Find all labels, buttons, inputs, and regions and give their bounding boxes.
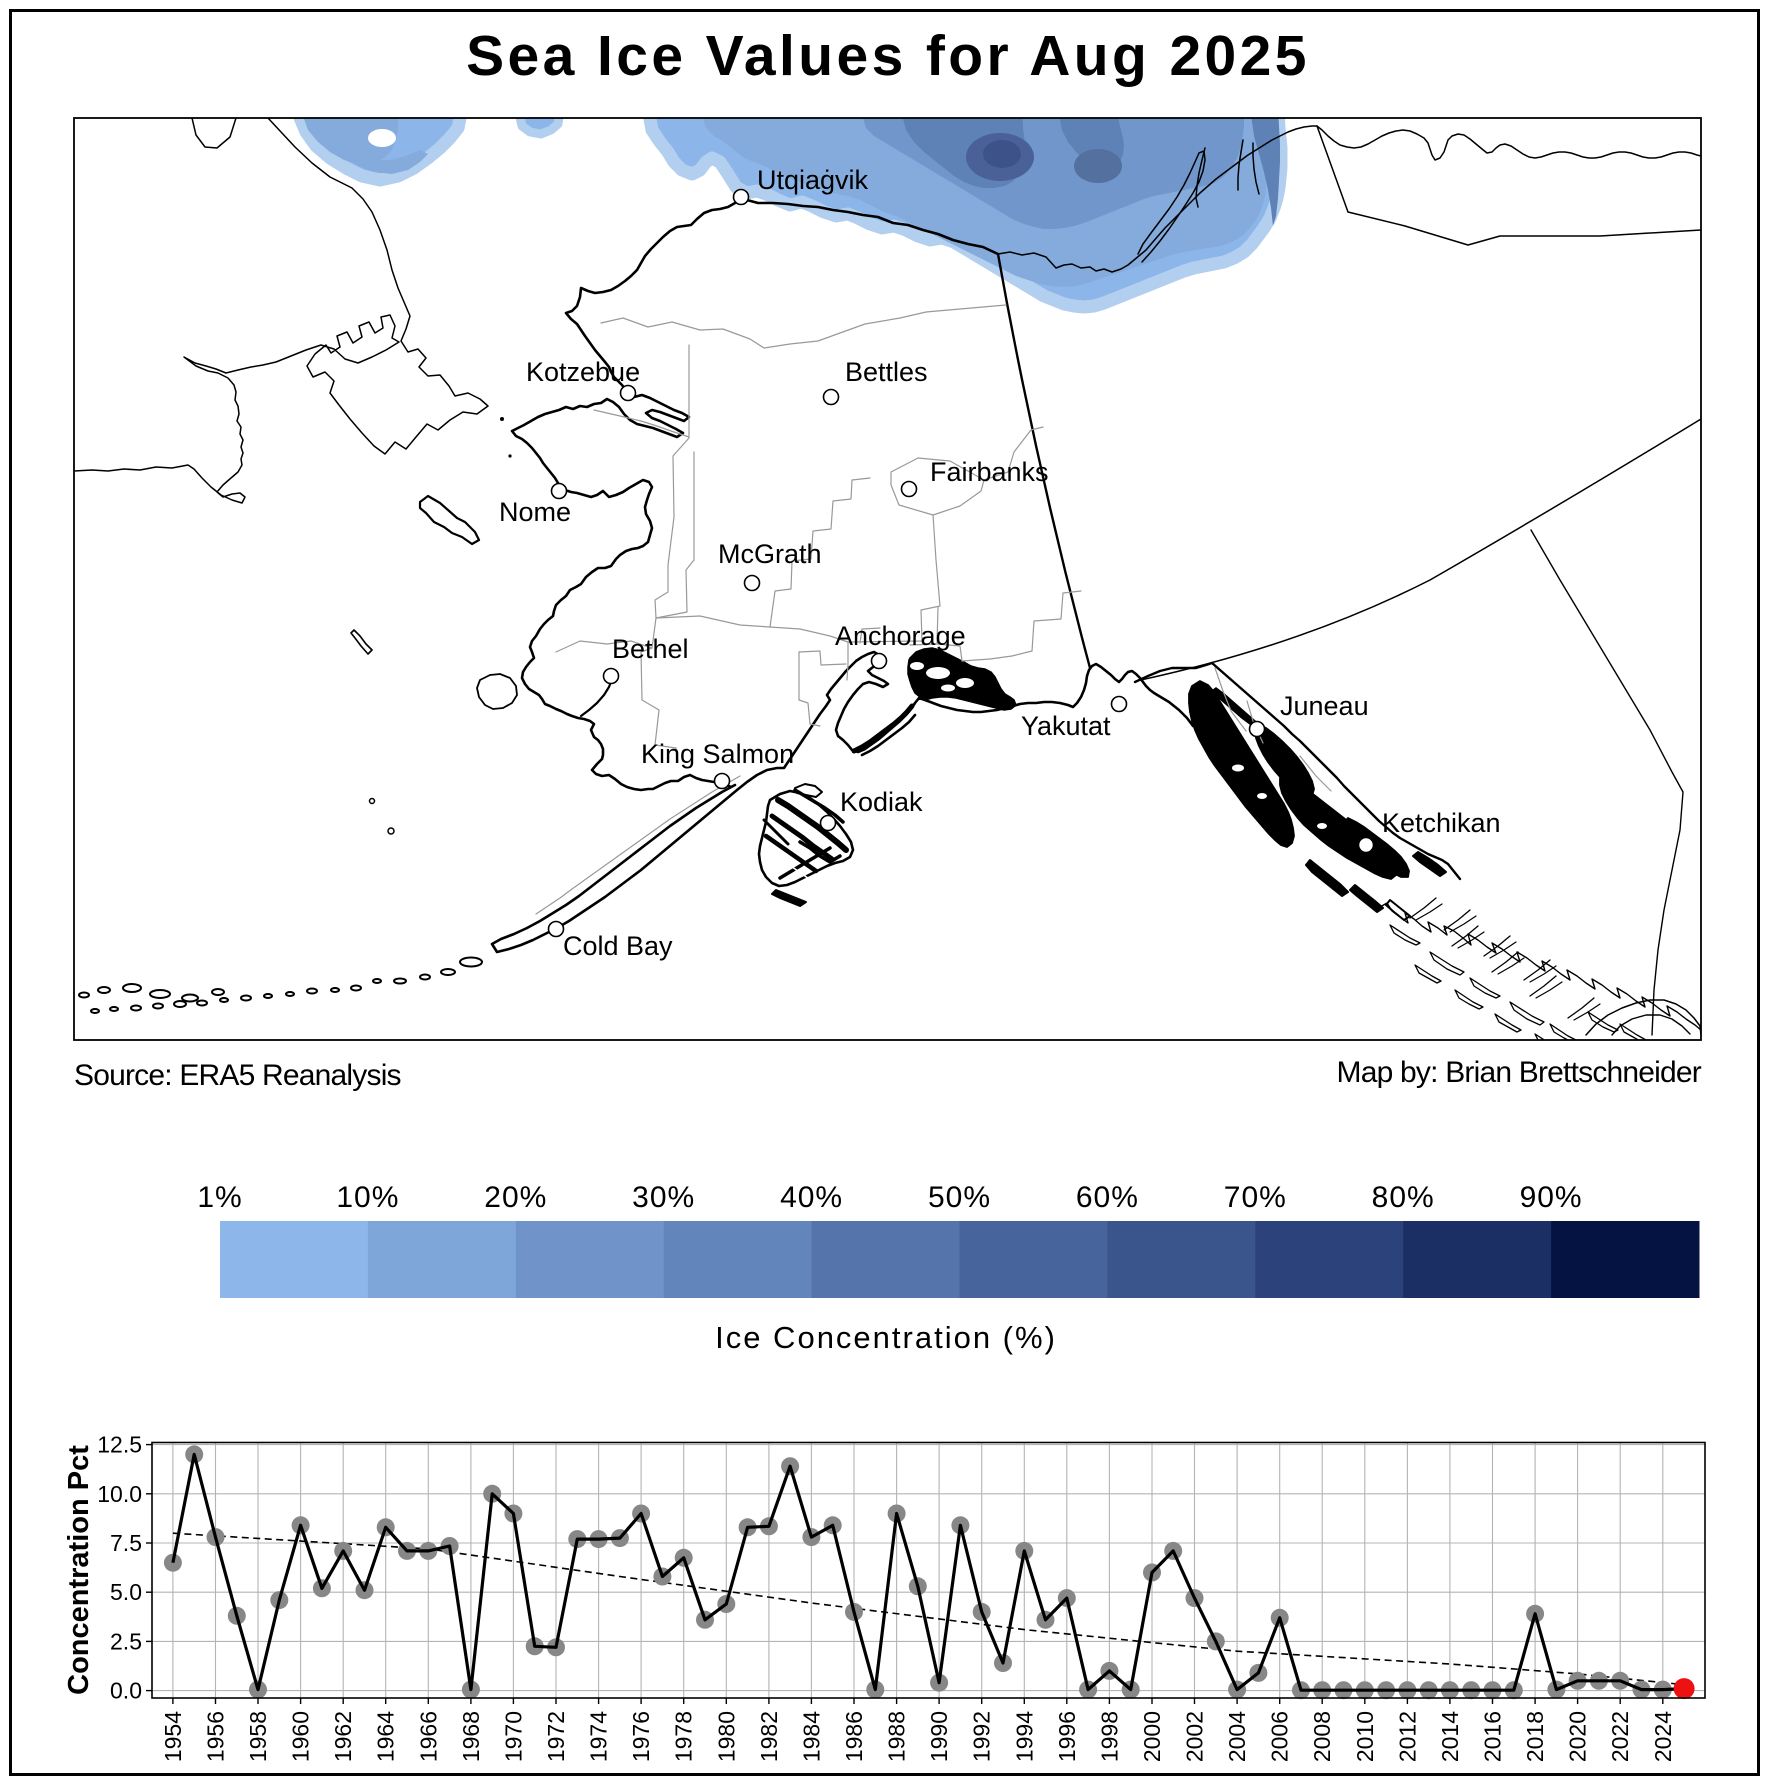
svg-text:2016: 2016 <box>1480 1711 1506 1762</box>
svg-text:1990: 1990 <box>926 1711 952 1762</box>
svg-text:1970: 1970 <box>500 1711 526 1762</box>
svg-text:1996: 1996 <box>1054 1711 1080 1762</box>
svg-text:Nome: Nome <box>499 497 571 527</box>
svg-text:2.5: 2.5 <box>110 1628 142 1654</box>
svg-text:50%: 50% <box>928 1181 991 1214</box>
svg-text:1982: 1982 <box>756 1711 782 1762</box>
svg-text:2006: 2006 <box>1267 1711 1293 1762</box>
svg-text:Sea Ice Values for Aug 2025: Sea Ice Values for Aug 2025 <box>466 24 1310 88</box>
svg-text:1984: 1984 <box>798 1711 824 1762</box>
svg-text:2010: 2010 <box>1352 1711 1378 1762</box>
svg-text:Source: ERA5 Reanalysis: Source: ERA5 Reanalysis <box>74 1059 401 1092</box>
svg-text:40%: 40% <box>780 1181 843 1214</box>
svg-text:Cold Bay: Cold Bay <box>563 931 673 961</box>
svg-text:Anchorage: Anchorage <box>835 621 966 651</box>
svg-text:1954: 1954 <box>160 1711 186 1762</box>
svg-text:5.0: 5.0 <box>110 1579 142 1605</box>
svg-text:0.0: 0.0 <box>110 1678 142 1704</box>
svg-text:Ketchikan: Ketchikan <box>1382 808 1501 838</box>
svg-text:1962: 1962 <box>330 1711 356 1762</box>
svg-text:1992: 1992 <box>969 1711 995 1762</box>
svg-text:1974: 1974 <box>586 1711 612 1762</box>
svg-text:2020: 2020 <box>1565 1711 1591 1762</box>
svg-text:12.5: 12.5 <box>97 1432 142 1458</box>
svg-text:20%: 20% <box>484 1181 547 1214</box>
svg-text:1968: 1968 <box>458 1711 484 1762</box>
svg-text:1994: 1994 <box>1011 1711 1037 1762</box>
svg-text:2012: 2012 <box>1394 1711 1420 1762</box>
svg-text:2002: 2002 <box>1182 1711 1208 1762</box>
svg-text:Yakutat: Yakutat <box>1021 711 1111 741</box>
svg-text:1956: 1956 <box>203 1711 229 1762</box>
svg-text:2014: 2014 <box>1437 1711 1463 1762</box>
svg-text:1980: 1980 <box>713 1711 739 1762</box>
svg-text:30%: 30% <box>632 1181 695 1214</box>
svg-text:2008: 2008 <box>1309 1711 1335 1762</box>
svg-text:1964: 1964 <box>373 1711 399 1762</box>
svg-text:McGrath: McGrath <box>718 539 822 569</box>
svg-text:10%: 10% <box>336 1181 399 1214</box>
svg-text:1976: 1976 <box>628 1711 654 1762</box>
svg-text:60%: 60% <box>1076 1181 1139 1214</box>
svg-text:1998: 1998 <box>1096 1711 1122 1762</box>
svg-text:King Salmon: King Salmon <box>641 739 794 769</box>
svg-text:Concentration Pct: Concentration Pct <box>63 1445 95 1695</box>
svg-text:Bettles: Bettles <box>845 357 928 387</box>
svg-text:1960: 1960 <box>288 1711 314 1762</box>
svg-text:1988: 1988 <box>884 1711 910 1762</box>
svg-text:1%: 1% <box>197 1181 242 1214</box>
svg-text:Juneau: Juneau <box>1280 691 1369 721</box>
svg-text:1978: 1978 <box>671 1711 697 1762</box>
svg-text:Map by: Brian Brettschneider: Map by: Brian Brettschneider <box>1337 1056 1702 1089</box>
svg-text:2000: 2000 <box>1139 1711 1165 1762</box>
svg-text:80%: 80% <box>1372 1181 1435 1214</box>
svg-text:Utqiaġvik: Utqiaġvik <box>757 165 869 195</box>
svg-text:1972: 1972 <box>543 1711 569 1762</box>
svg-text:70%: 70% <box>1224 1181 1287 1214</box>
svg-text:Fairbanks: Fairbanks <box>930 457 1049 487</box>
svg-text:Ice Concentration (%): Ice Concentration (%) <box>715 1320 1057 1355</box>
svg-text:1986: 1986 <box>841 1711 867 1762</box>
svg-text:10.0: 10.0 <box>97 1481 142 1507</box>
svg-text:Kodiak: Kodiak <box>840 787 923 817</box>
svg-text:2024: 2024 <box>1650 1711 1676 1762</box>
svg-text:2022: 2022 <box>1607 1711 1633 1762</box>
svg-text:2018: 2018 <box>1522 1711 1548 1762</box>
svg-text:1966: 1966 <box>415 1711 441 1762</box>
svg-text:1958: 1958 <box>245 1711 271 1762</box>
svg-text:2004: 2004 <box>1224 1711 1250 1762</box>
svg-text:Bethel: Bethel <box>612 634 689 664</box>
svg-text:7.5: 7.5 <box>110 1530 142 1556</box>
svg-text:90%: 90% <box>1520 1181 1583 1214</box>
svg-text:Kotzebue: Kotzebue <box>526 357 640 387</box>
